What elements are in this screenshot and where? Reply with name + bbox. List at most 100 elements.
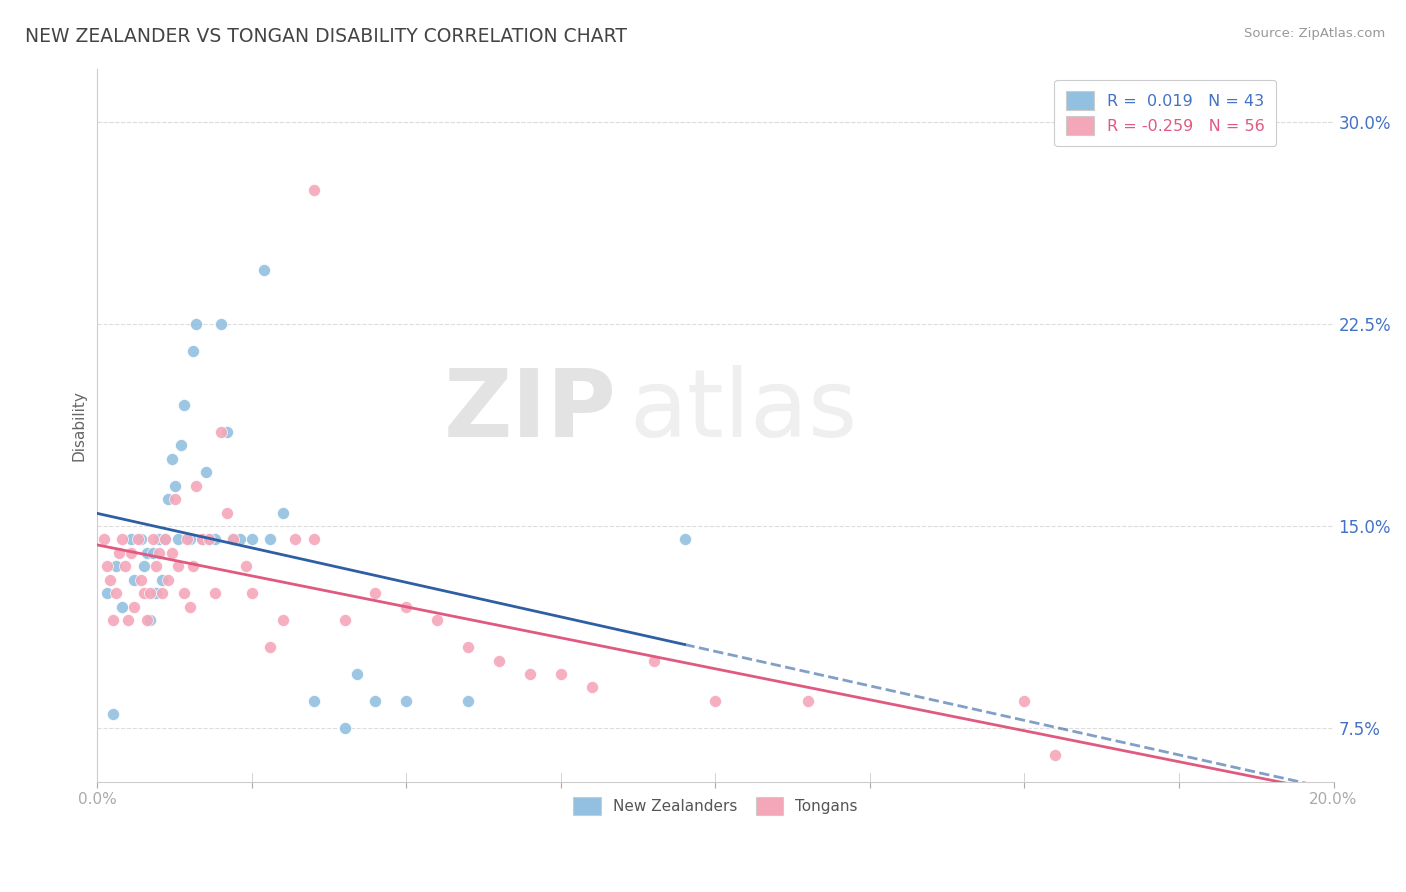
Point xyxy=(235,559,257,574)
Point xyxy=(148,546,170,560)
Point xyxy=(145,559,167,574)
Point xyxy=(179,599,201,614)
Point xyxy=(346,667,368,681)
Point xyxy=(186,478,208,492)
Point xyxy=(457,694,479,708)
Point xyxy=(157,573,180,587)
Point xyxy=(132,586,155,600)
Point xyxy=(148,533,170,547)
Point xyxy=(704,694,727,708)
Point xyxy=(139,613,162,627)
Point xyxy=(93,533,115,547)
Point xyxy=(194,465,217,479)
Point xyxy=(228,533,250,547)
Point xyxy=(302,183,325,197)
Point xyxy=(271,613,294,627)
Text: NEW ZEALANDER VS TONGAN DISABILITY CORRELATION CHART: NEW ZEALANDER VS TONGAN DISABILITY CORRE… xyxy=(25,27,627,45)
Point xyxy=(160,546,183,560)
Point xyxy=(98,573,121,587)
Point xyxy=(240,586,263,600)
Point xyxy=(302,533,325,547)
Point xyxy=(333,613,356,627)
Point xyxy=(166,559,188,574)
Point xyxy=(135,546,157,560)
Point xyxy=(209,317,232,331)
Point xyxy=(111,599,134,614)
Point xyxy=(1045,747,1067,762)
Point xyxy=(364,694,387,708)
Point xyxy=(191,533,214,547)
Point xyxy=(150,586,173,600)
Point xyxy=(155,533,177,547)
Point xyxy=(170,438,193,452)
Point xyxy=(186,317,208,331)
Point xyxy=(157,492,180,507)
Point xyxy=(197,533,219,547)
Point xyxy=(129,533,152,547)
Point xyxy=(181,559,204,574)
Point xyxy=(173,586,195,600)
Point xyxy=(96,586,118,600)
Point xyxy=(145,586,167,600)
Point xyxy=(271,506,294,520)
Point xyxy=(127,533,149,547)
Point xyxy=(259,533,281,547)
Point xyxy=(217,425,239,439)
Point xyxy=(166,533,188,547)
Point xyxy=(673,533,696,547)
Point xyxy=(643,654,665,668)
Point xyxy=(135,613,157,627)
Point xyxy=(163,492,186,507)
Point xyxy=(111,533,134,547)
Point xyxy=(426,613,449,627)
Y-axis label: Disability: Disability xyxy=(72,390,86,460)
Point xyxy=(797,694,820,708)
Point xyxy=(124,573,146,587)
Point xyxy=(124,599,146,614)
Point xyxy=(253,263,276,277)
Point xyxy=(117,613,139,627)
Point xyxy=(1014,694,1036,708)
Point xyxy=(209,425,232,439)
Point xyxy=(160,451,183,466)
Point xyxy=(101,613,124,627)
Point xyxy=(139,586,162,600)
Point xyxy=(302,694,325,708)
Point xyxy=(155,533,177,547)
Point xyxy=(519,667,541,681)
Point xyxy=(550,667,572,681)
Point xyxy=(395,599,418,614)
Point xyxy=(104,586,127,600)
Point xyxy=(104,559,127,574)
Point xyxy=(173,398,195,412)
Point xyxy=(333,721,356,735)
Point xyxy=(108,546,131,560)
Text: atlas: atlas xyxy=(628,365,858,457)
Point xyxy=(129,573,152,587)
Text: Source: ZipAtlas.com: Source: ZipAtlas.com xyxy=(1244,27,1385,40)
Point xyxy=(120,533,142,547)
Point xyxy=(142,546,165,560)
Point xyxy=(142,533,165,547)
Point xyxy=(132,559,155,574)
Point xyxy=(488,654,510,668)
Point xyxy=(204,586,226,600)
Point xyxy=(176,533,198,547)
Point xyxy=(457,640,479,654)
Point xyxy=(395,694,418,708)
Point xyxy=(240,533,263,547)
Point xyxy=(150,573,173,587)
Point xyxy=(204,533,226,547)
Point xyxy=(284,533,307,547)
Point xyxy=(179,533,201,547)
Point xyxy=(163,478,186,492)
Point xyxy=(259,640,281,654)
Point xyxy=(364,586,387,600)
Point xyxy=(181,344,204,359)
Text: ZIP: ZIP xyxy=(444,365,617,457)
Point xyxy=(222,533,245,547)
Point xyxy=(197,533,219,547)
Point xyxy=(222,533,245,547)
Point xyxy=(581,681,603,695)
Point xyxy=(101,707,124,722)
